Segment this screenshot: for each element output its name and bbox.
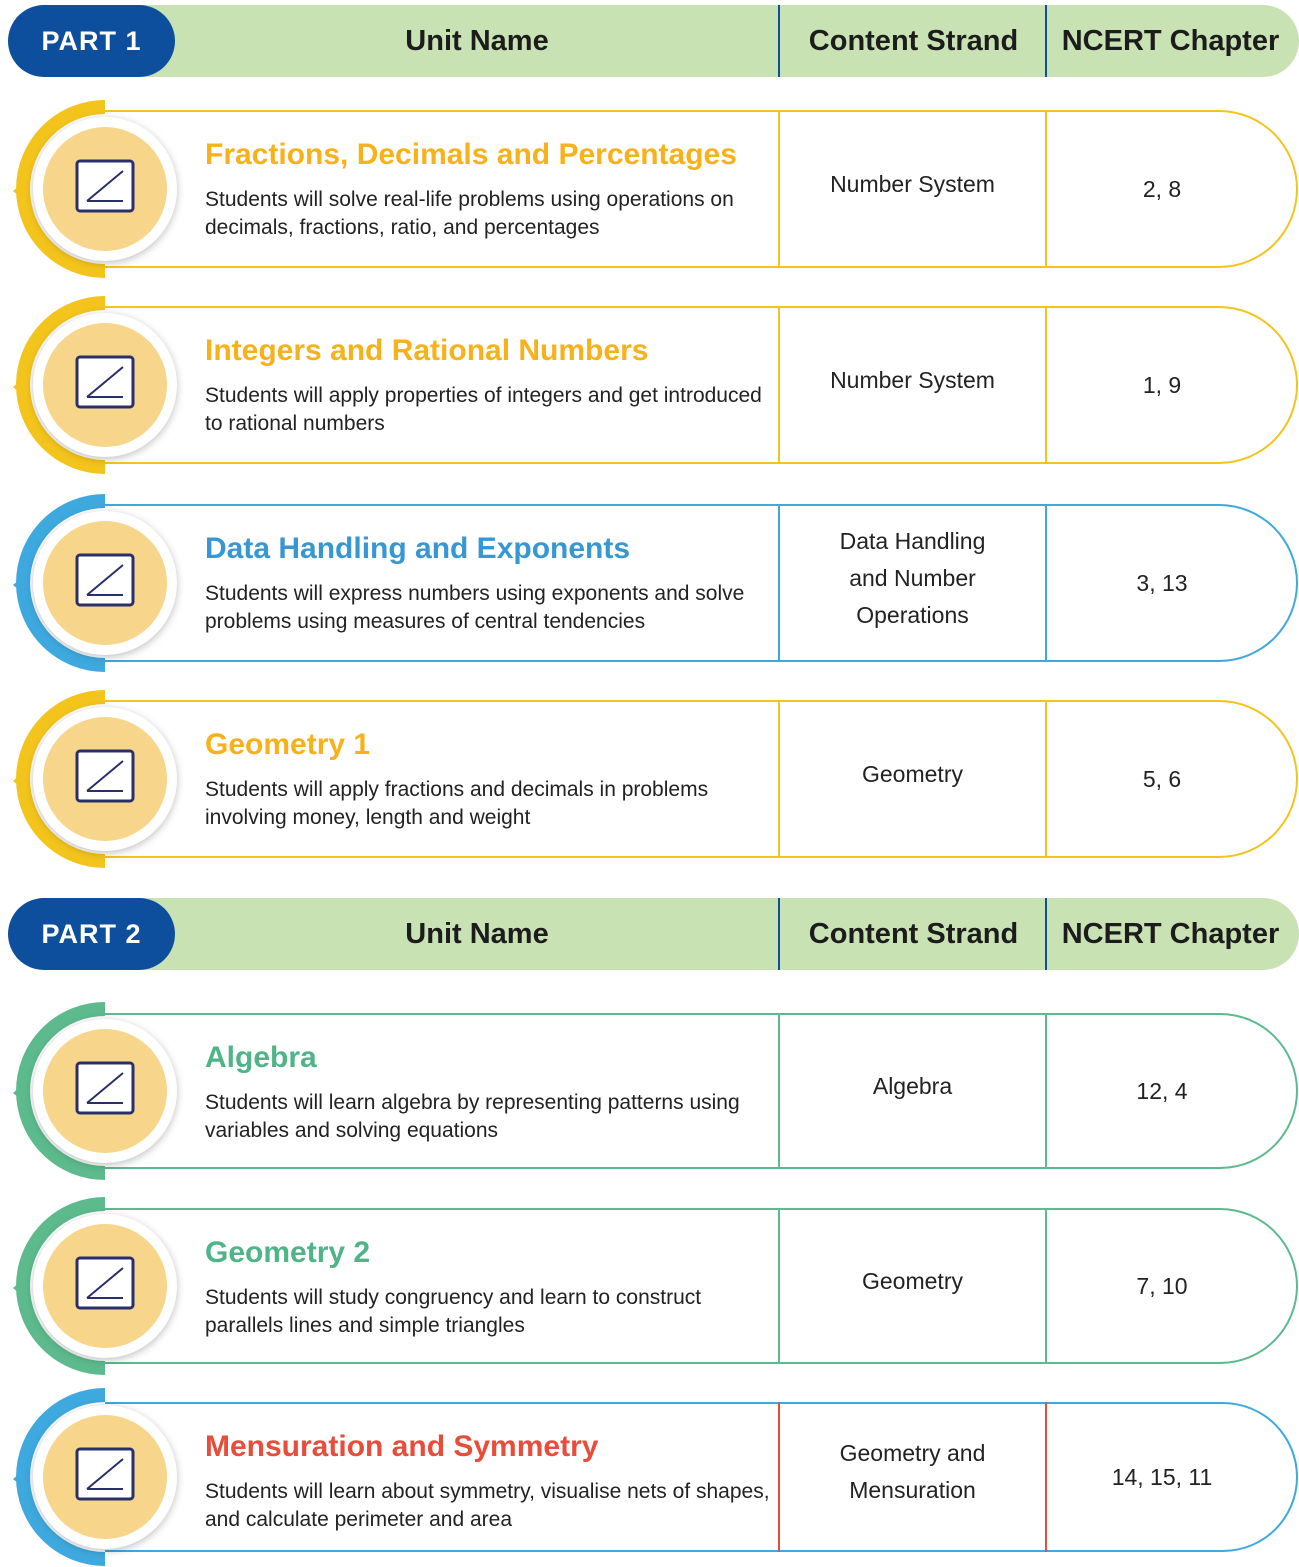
unit-icon (13, 1388, 177, 1566)
unit-title: Geometry 1 (205, 728, 371, 761)
part-label: PART 2 (8, 898, 175, 970)
header-divider (1045, 5, 1047, 77)
content-strand: Geometry (862, 760, 963, 787)
ncert-chapters: 14, 15, 11 (1111, 1463, 1213, 1490)
unit-description: Students will study congruency and learn… (205, 1286, 702, 1337)
header-divider (1045, 898, 1047, 970)
column-divider (1045, 1208, 1047, 1364)
unit-icon (13, 1002, 177, 1180)
ncert-chapters: 2, 8 (1142, 175, 1182, 202)
header-divider (778, 5, 780, 77)
unit-description: Students will apply properties of intege… (205, 384, 762, 435)
content-strand: Geometry (862, 1267, 963, 1294)
header-cell: NCERT Chapter (1061, 24, 1280, 57)
ncert-chapters: 3, 13 (1136, 569, 1188, 596)
column-divider (1045, 504, 1047, 662)
column-divider (1045, 110, 1047, 268)
header-cell: Unit Name (405, 24, 549, 57)
header-cell: Unit Name (405, 917, 549, 950)
content-strand: Number System (830, 366, 995, 393)
column-divider (778, 700, 780, 858)
column-divider (1045, 306, 1047, 464)
column-divider (778, 504, 780, 662)
content-strand: Geometry and Mensuration (839, 1440, 986, 1503)
unit-description: Students will learn algebra by represent… (205, 1091, 740, 1142)
column-divider (1045, 1402, 1047, 1552)
unit-title: Algebra (205, 1041, 317, 1074)
unit-row (105, 504, 1298, 662)
header-cell: Content Strand (808, 24, 1019, 57)
unit-title: Integers and Rational Numbers (205, 334, 649, 367)
ncert-chapters: 5, 6 (1142, 765, 1182, 792)
header-bar (60, 5, 1299, 77)
unit-icon (13, 296, 177, 474)
unit-row (105, 1208, 1298, 1364)
unit-description: Students will solve real-life problems u… (205, 188, 734, 239)
unit-row (105, 306, 1298, 464)
unit-title: Mensuration and Symmetry (205, 1430, 599, 1463)
column-divider (778, 1208, 780, 1364)
unit-description: Students will apply fractions and decima… (205, 778, 709, 829)
column-divider (778, 110, 780, 268)
unit-icon (13, 1197, 177, 1375)
unit-row (105, 1013, 1298, 1169)
content-strand: Data Handling and Number Operations (839, 527, 986, 628)
unit-row (105, 110, 1298, 268)
ncert-chapters: 1, 9 (1142, 371, 1182, 398)
header-cell: NCERT Chapter (1061, 917, 1280, 950)
unit-description: Students will learn about symmetry, visu… (205, 1480, 770, 1531)
unit-icon (13, 494, 177, 672)
header-divider (778, 898, 780, 970)
unit-title: Fractions, Decimals and Percentages (205, 138, 737, 171)
content-strand: Algebra (872, 1072, 953, 1099)
column-divider (778, 306, 780, 464)
column-divider (1045, 700, 1047, 858)
unit-title: Geometry 2 (205, 1236, 371, 1269)
unit-row (105, 700, 1298, 858)
ncert-chapters: 7, 10 (1136, 1272, 1188, 1299)
unit-icon (13, 690, 177, 868)
ncert-chapters: 12, 4 (1136, 1077, 1188, 1104)
unit-icon (13, 100, 177, 278)
content-strand: Number System (830, 170, 995, 197)
column-divider (778, 1013, 780, 1169)
unit-title: Data Handling and Exponents (205, 532, 631, 565)
column-divider (1045, 1013, 1047, 1169)
unit-description: Students will express numbers using expo… (205, 582, 745, 633)
header-bar (60, 898, 1299, 970)
header-cell: Content Strand (808, 917, 1019, 950)
part-label: PART 1 (8, 5, 175, 77)
column-divider (778, 1402, 780, 1552)
